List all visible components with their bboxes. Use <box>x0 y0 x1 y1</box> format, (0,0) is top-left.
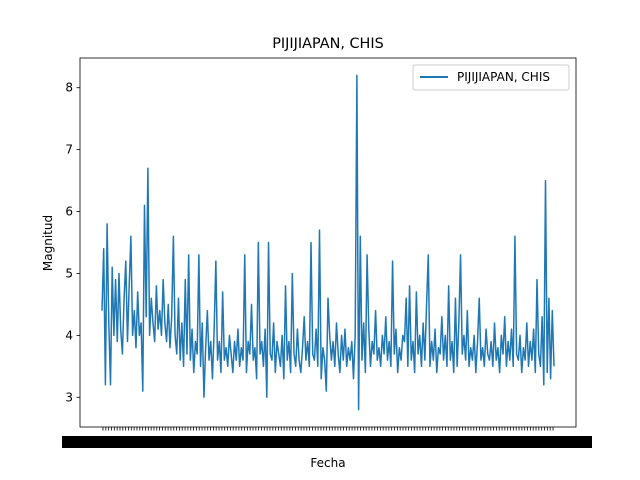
y-axis-label: Magnitud <box>41 215 55 271</box>
legend-label: PIJIJIAPAN, CHIS <box>457 70 550 84</box>
x-axis-label: Fecha <box>310 456 345 470</box>
y-axis-ticks: 3 4 5 6 7 8 <box>65 81 80 404</box>
y-tick-label: 4 <box>65 328 73 342</box>
y-tick-label: 6 <box>65 205 73 219</box>
series-layer <box>101 74 555 411</box>
y-tick-label: 3 <box>65 390 73 404</box>
y-tick-label: 8 <box>65 81 73 95</box>
y-tick-label: 7 <box>65 143 73 157</box>
chart-title: PIJIJIAPAN, CHIS <box>272 36 384 52</box>
y-tick-label: 5 <box>65 266 73 280</box>
legend: PIJIJIAPAN, CHIS <box>412 64 570 91</box>
plot-area-frame <box>79 57 577 428</box>
x-axis-ticks <box>62 427 592 448</box>
series-line <box>101 74 555 411</box>
legend-box <box>412 64 570 91</box>
x-tick-labels-overlapped <box>62 436 592 448</box>
